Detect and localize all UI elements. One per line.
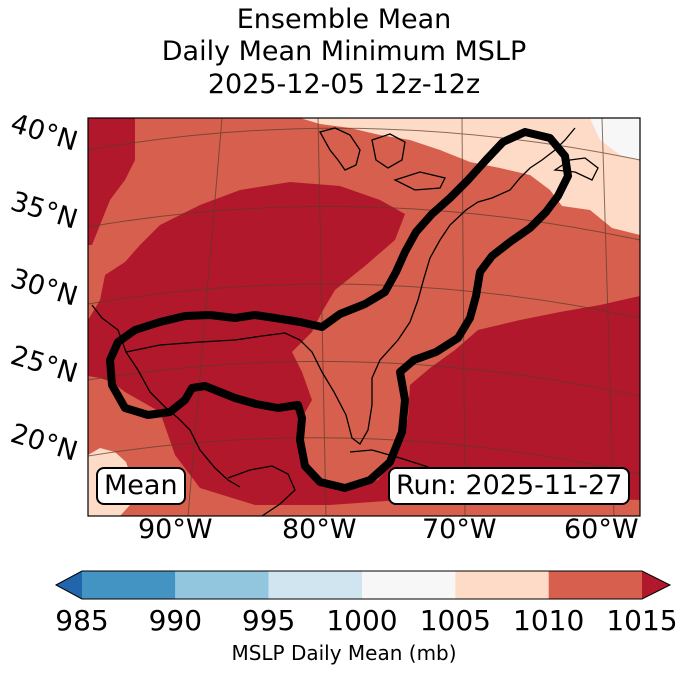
map-frame: [87, 117, 641, 517]
lon-label-70w: 70°W: [422, 514, 497, 545]
run-date-badge: Run: 2025-11-27: [388, 467, 631, 505]
colorbar-overflow-triangle: [642, 571, 670, 599]
parallel-30n: [88, 283, 640, 319]
colorbar-segment: [175, 571, 269, 599]
colorbar-segments: [82, 571, 642, 599]
colorbar-tick-label: 985: [55, 604, 109, 637]
colorbar-underflow-triangle: [56, 571, 82, 599]
parallel-40n: [88, 127, 640, 161]
title-line-2: Daily Mean Minimum MSLP: [161, 36, 527, 67]
mslp-band-1015-upper: [88, 118, 135, 245]
nova-scotia: [553, 157, 599, 181]
title-line-1: Ensemble Mean: [236, 4, 452, 35]
colorbar-tick-label: 995: [241, 604, 296, 637]
east-coast: [409, 127, 576, 323]
colorbar-tick-label: 1015: [606, 604, 678, 637]
parallel-25n: [88, 360, 640, 397]
lon-label-90w: 90°W: [138, 514, 213, 545]
colorbar-segment: [548, 571, 642, 599]
us-gulf-coast: [125, 321, 411, 445]
meridian-60w: [601, 118, 615, 516]
colorbar-segment: [362, 571, 456, 599]
map-area: [88, 118, 640, 516]
colorbar-tick-label: 1005: [419, 604, 491, 637]
colorbar-segment: [455, 571, 549, 599]
contour-line: [106, 128, 572, 492]
colorbar: [54, 570, 672, 600]
parallel-35n: [88, 205, 640, 241]
parallel-20n: [88, 437, 640, 475]
lon-label-80w: 80°W: [282, 514, 357, 545]
yucatan: [227, 465, 296, 516]
gulf-coast: [91, 304, 241, 488]
colorbar-segment: [82, 571, 176, 599]
great-lakes: [319, 127, 446, 191]
mslp-band-1015-main: [88, 182, 640, 505]
colorbar-segment: [268, 571, 362, 599]
title-line-3: 2025-12-05 12z-12z: [207, 69, 481, 100]
colorbar-outline: [54, 570, 672, 600]
meridian-80w: [317, 118, 327, 516]
colorbar-tick-label: 1010: [513, 604, 585, 637]
colorbar-tick-label: 1000: [326, 604, 398, 637]
mean-badge: Mean: [96, 467, 186, 505]
colorbar-label: MSLP Daily Mean (mb): [231, 641, 457, 665]
colorbar-tick-label: 990: [148, 604, 203, 637]
lon-label-60w: 60°W: [564, 514, 639, 545]
